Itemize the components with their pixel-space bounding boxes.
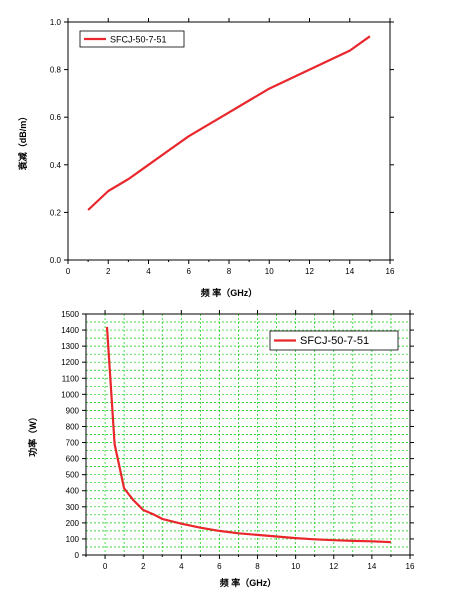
x-tick-label: 2	[106, 267, 111, 276]
x-tick-label: 0	[66, 267, 71, 276]
x-tick-label: 8	[255, 562, 260, 571]
x-tick-label: 6	[217, 562, 222, 571]
chart-1: 0 2 4 6 8 10 12 14 16 0.0 0.2 0.4 0.6 0.8 1.0 频 率（GHz） 衰…	[17, 18, 395, 298]
y-tick-label: 200	[66, 519, 80, 528]
plot-area	[68, 22, 390, 260]
x-tick-label: 0	[103, 562, 108, 571]
x-tick-label: 4	[179, 562, 184, 571]
plot-frame	[85, 313, 411, 556]
y-tick-label: 1300	[61, 342, 79, 351]
x-tick-label: 16	[406, 562, 415, 571]
x-tick-label: 14	[345, 267, 354, 276]
legend-label: SFCJ-50-7-51	[300, 335, 369, 347]
x-axis-label: 频 率（GHz）	[220, 577, 277, 588]
y-tick-label: 0	[75, 551, 80, 560]
y-tick-label: 1200	[61, 358, 79, 367]
x-tick-label: 4	[146, 267, 151, 276]
x-tick-label: 10	[265, 267, 274, 276]
x-tick-label: 6	[187, 267, 192, 276]
chart-2: 0 2 4 6 8 10 12 14 16 0 100 200 300 400 500 600 700 800 90…	[27, 310, 415, 588]
series-line-1	[87, 35, 371, 211]
y-tick-label: 1.0	[50, 18, 62, 27]
legend: SFCJ-50-7-51	[269, 330, 399, 351]
x-tick-label: 16	[386, 267, 395, 276]
series-line-1	[105, 326, 391, 544]
y-axis-label: 衰减（dB/m）	[17, 112, 28, 172]
legend-box	[79, 30, 185, 48]
x-tick-label: 8	[227, 267, 232, 276]
y-axis-label: 功率（W）	[27, 412, 38, 457]
legend: SFCJ-50-7-51	[79, 30, 185, 48]
y-tick-label: 600	[66, 455, 80, 464]
y-tick-label: 0.8	[50, 66, 62, 75]
y-tick-label: 700	[66, 439, 80, 448]
x-tick-label: 12	[305, 267, 314, 276]
y-tick-label: 1500	[61, 310, 79, 319]
y-tick-label: 100	[66, 535, 80, 544]
y-tick-label: 1400	[61, 326, 79, 335]
x-axis-label: 频 率（GHz）	[201, 287, 258, 298]
x-tick-label: 2	[141, 562, 146, 571]
legend-box	[269, 330, 399, 351]
y-tick-label: 0.2	[50, 208, 62, 217]
x-tick-label: 12	[329, 562, 338, 571]
y-tick-label: 400	[66, 487, 80, 496]
y-tick-label: 900	[66, 406, 80, 415]
y-tick-label: 300	[66, 503, 80, 512]
y-tick-label: 0.0	[50, 256, 62, 265]
y-tick-label: 500	[66, 471, 80, 480]
y-tick-label: 800	[66, 422, 80, 431]
x-tick-label: 10	[291, 562, 300, 571]
x-tick-label: 14	[367, 562, 376, 571]
y-tick-label: 1000	[61, 390, 79, 399]
y-tick-label: 1100	[62, 374, 80, 383]
y-tick-label: 0.4	[50, 161, 62, 170]
legend-label: SFCJ-50-7-51	[110, 35, 167, 45]
y-tick-label: 0.6	[50, 113, 62, 122]
